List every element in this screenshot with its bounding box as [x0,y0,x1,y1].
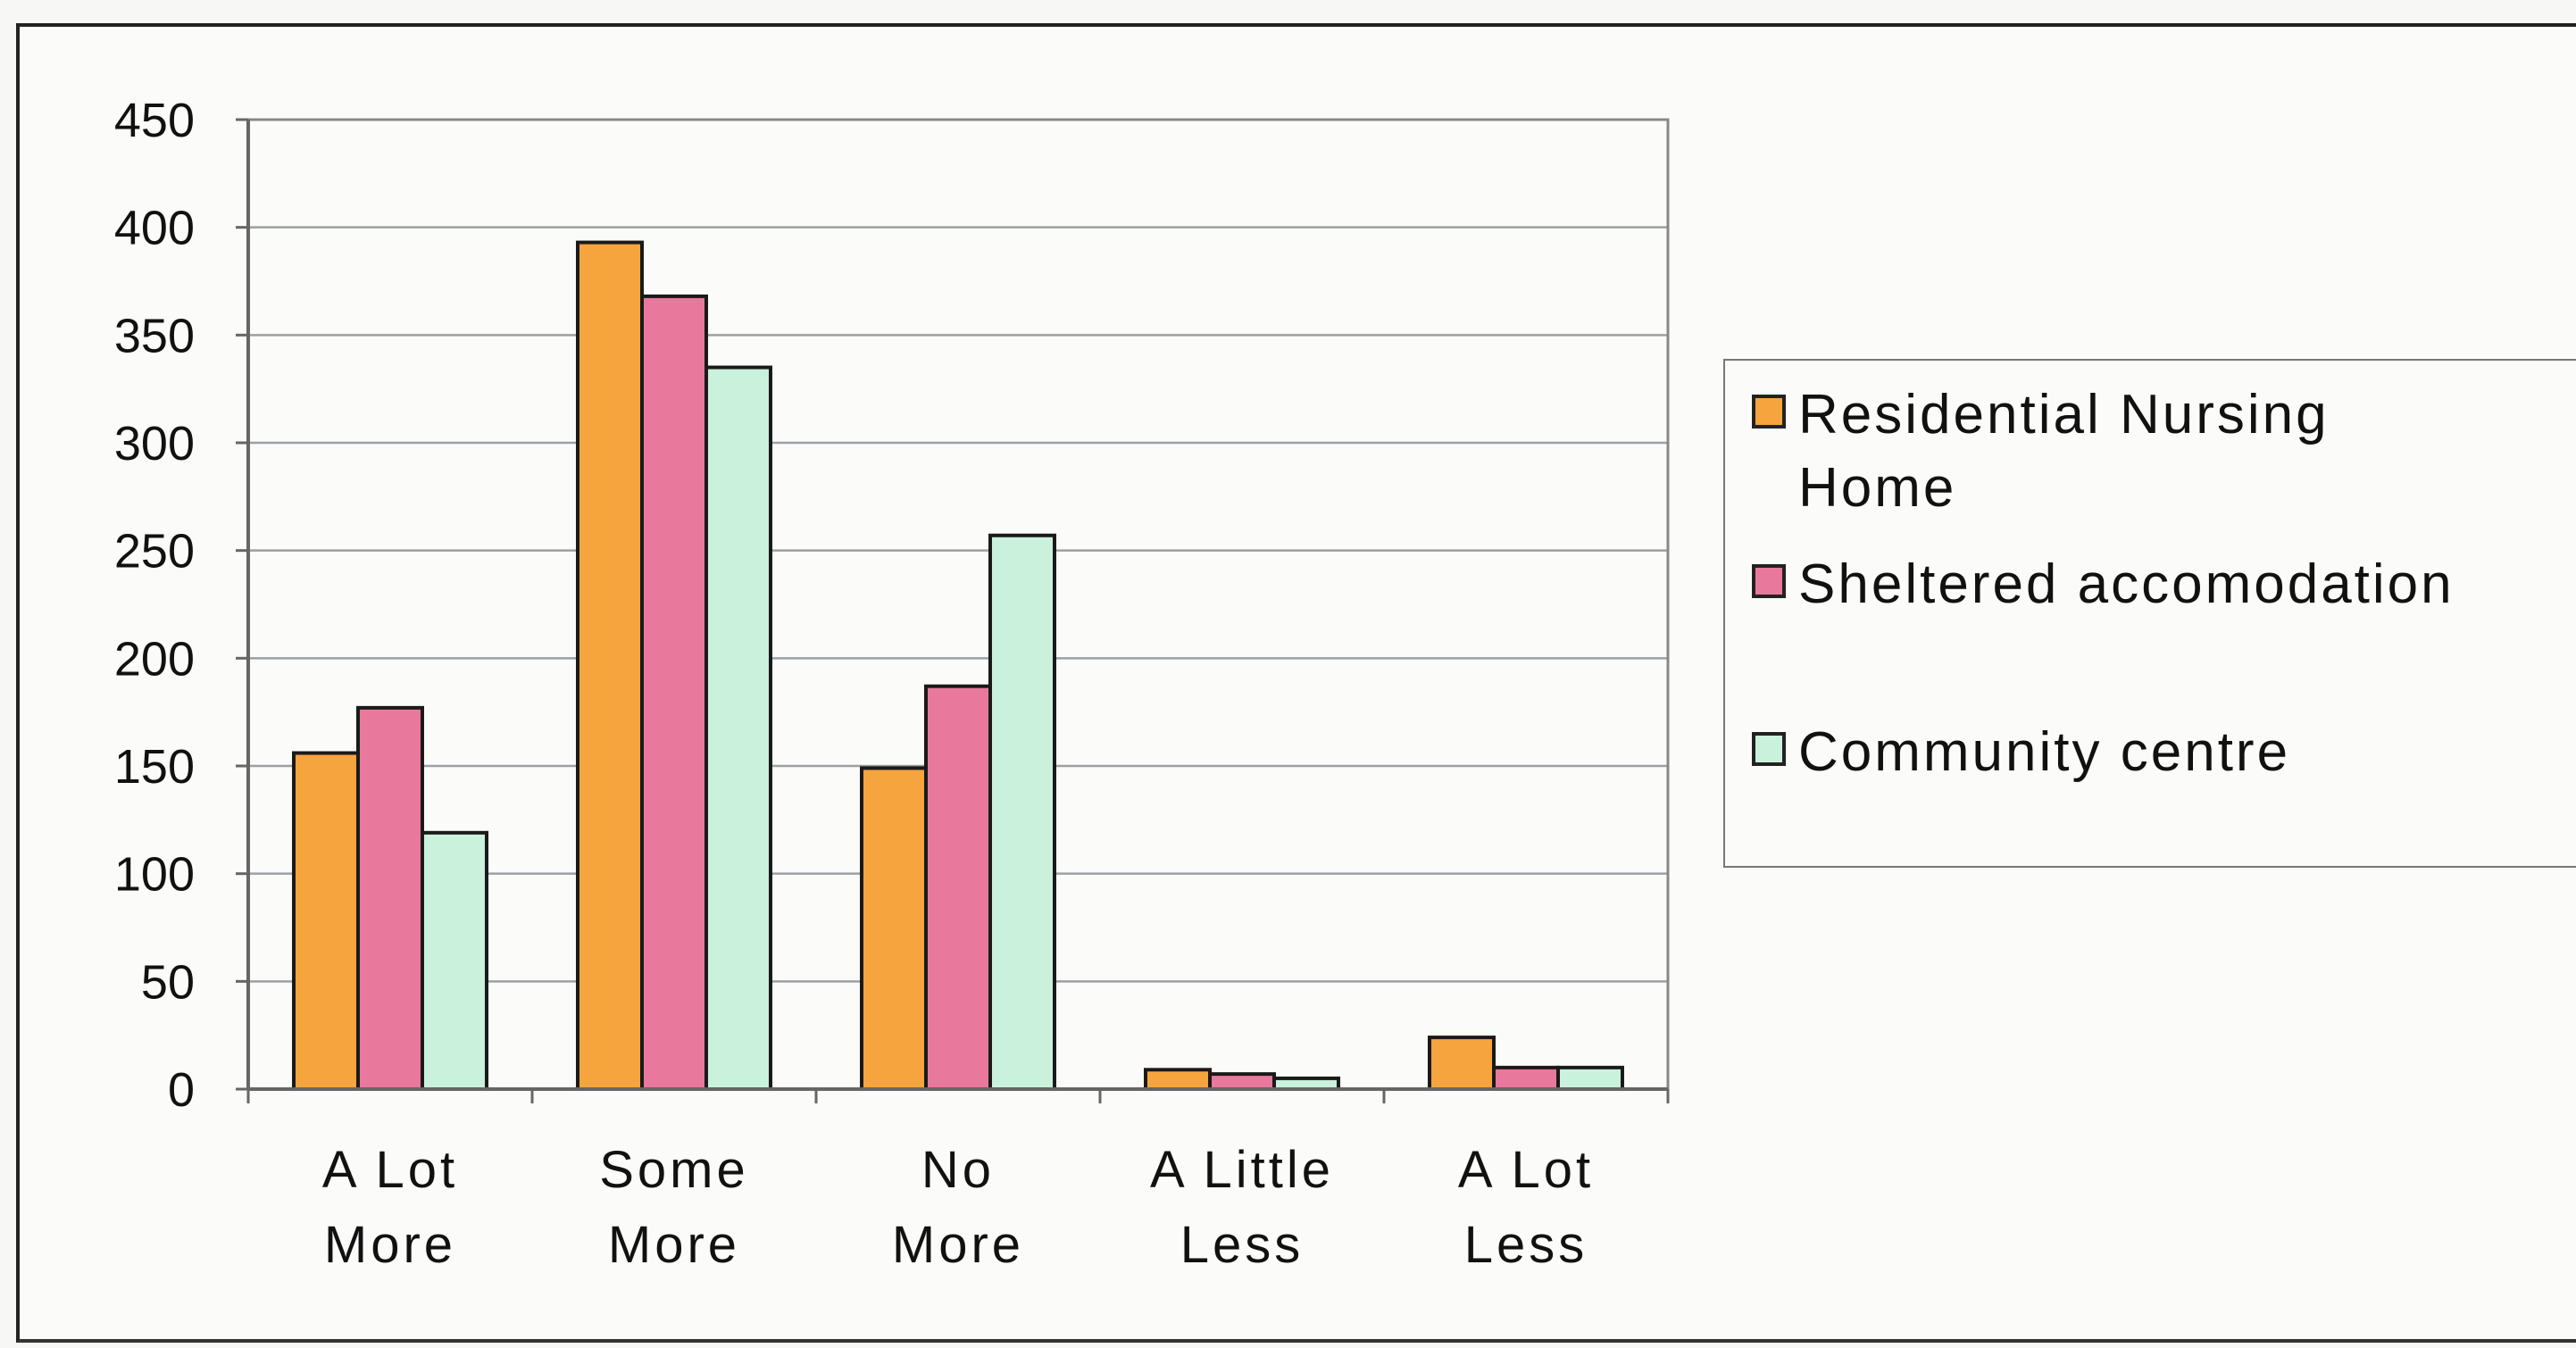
x-category-label-line: More [324,1216,456,1274]
x-category-label-line: No [921,1141,995,1199]
bar-sheltered-accomodation-3 [1208,1072,1276,1092]
y-tick-label: 300 [114,417,195,470]
y-tick-label: 400 [114,202,195,255]
bar-community-centre-1 [704,365,772,1091]
bar-residential-nursing-home-4 [1428,1036,1496,1091]
y-tick-label: 0 [168,1063,195,1117]
axes [236,118,1670,1103]
legend-label-community-centre: Community centre [1798,716,2557,789]
x-category-label-line: More [608,1216,740,1274]
x-category-label-line: A Little [1150,1141,1334,1199]
x-category-label: No More [892,1141,1024,1274]
legend-item-sheltered-accomodation: Sheltered accomodation [1752,548,2557,621]
bars [292,240,1624,1092]
y-tick-label: 450 [114,94,195,147]
legend-label-line: Sheltered accomodation [1798,553,2455,615]
legend-item-community-centre: Community centre [1752,716,2557,789]
bar-residential-nursing-home-1 [576,240,644,1091]
bar-sheltered-accomodation-1 [640,294,708,1092]
legend-item-residential-nursing-home: Residential Nursing Home [1752,379,2557,525]
y-tick-labels: 0 50 100 150 200 250 300 350 400 450 [114,94,195,1117]
bar-residential-nursing-home-2 [860,766,928,1091]
legend-swatch-residential-nursing-home [1752,395,1786,429]
legend-label-line: Community centre [1798,721,2291,783]
y-tick-label: 200 [114,632,195,686]
x-category-label-line: Less [1180,1216,1305,1274]
bar-residential-nursing-home-3 [1144,1068,1212,1092]
legend-label-sheltered-accomodation: Sheltered accomodation [1798,548,2557,621]
x-category-label: A Little Less [1150,1141,1334,1274]
legend-label-line: Home [1798,457,1957,519]
bar-community-centre-2 [988,533,1056,1091]
legend-swatch-community-centre [1752,732,1786,766]
x-category-label-line: More [892,1216,1024,1274]
y-tick-label: 100 [114,848,195,902]
x-category-label-line: A Lot [322,1141,458,1199]
x-category-label: A Lot More [322,1141,458,1274]
bar-residential-nursing-home-0 [292,751,360,1092]
x-category-label: Some More [599,1141,749,1274]
legend: Residential Nursing Home Sheltered accom… [1723,359,2576,868]
y-tick-label: 150 [114,740,195,794]
bar-sheltered-accomodation-0 [356,705,424,1092]
legend-label-line: Residential Nursing [1798,384,2330,445]
bar-community-centre-4 [1556,1065,1624,1092]
bar-community-centre-0 [421,830,488,1092]
y-tick-label: 250 [114,525,195,578]
legend-swatch-sheltered-accomodation [1752,564,1786,598]
x-category-label-line: Less [1464,1216,1588,1274]
x-category-label-line: Some [599,1141,749,1199]
legend-label-residential-nursing-home: Residential Nursing Home [1798,379,2557,525]
y-tick-label: 350 [114,309,195,362]
x-category-label: A Lot Less [1458,1141,1594,1274]
x-category-label-line: A Lot [1458,1141,1594,1199]
y-tick-label: 50 [141,955,195,1009]
bar-sheltered-accomodation-2 [924,684,992,1091]
bar-sheltered-accomodation-4 [1492,1065,1560,1092]
